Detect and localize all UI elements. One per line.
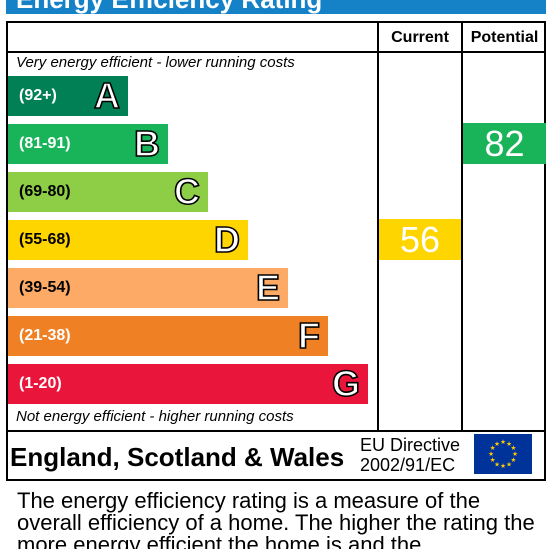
band-a: (92+) A	[8, 74, 128, 117]
band-range-label: (55-68)	[19, 231, 71, 248]
eu-star-icon: ★	[506, 440, 512, 448]
band-letter: C	[173, 170, 201, 213]
eu-star-icon: ★	[512, 450, 518, 458]
note-bottom: Not energy efficient - higher running co…	[16, 408, 294, 425]
footer-divider	[8, 430, 546, 432]
eu-star-icon: ★	[510, 456, 516, 464]
directive-line-2: 2002/91/EC	[360, 455, 456, 475]
band-letter: B	[133, 122, 161, 165]
eu-star-icon: ★	[494, 461, 500, 469]
note-top: Very energy efficient - lower running co…	[16, 54, 295, 71]
band-range-label: (92+)	[19, 87, 57, 104]
band-range-label: (39-54)	[19, 279, 71, 296]
band-range-label: (21-38)	[19, 327, 71, 344]
current-column-divider	[377, 23, 379, 432]
band-range-label: (81-91)	[19, 135, 71, 152]
eu-star-icon: ★	[490, 456, 496, 464]
eu-star-icon: ★	[500, 462, 506, 470]
band-d: (55-68) D	[8, 218, 248, 261]
band-e: (39-54) E	[8, 266, 288, 309]
header-current: Current	[391, 29, 449, 46]
score-potential: 82	[463, 123, 546, 164]
potential-column-divider	[461, 23, 463, 432]
band-g: (1-20) G	[8, 362, 368, 405]
band-letter: F	[297, 314, 321, 357]
band-c: (69-80) C	[8, 170, 208, 213]
eu-directive: EU Directive 2002/91/EC	[360, 435, 460, 475]
score-current: 56	[379, 219, 461, 260]
band-b: (81-91) B	[8, 122, 168, 165]
band-range-label: (69-80)	[19, 183, 71, 200]
rating-table: Current Potential Very energy efficient …	[6, 21, 546, 481]
eu-star-icon: ★	[500, 438, 506, 446]
eu-flag-background	[474, 434, 532, 474]
band-letter: A	[93, 74, 121, 117]
page-title: Energy Efficiency Rating	[6, 0, 546, 14]
directive-line-1: EU Directive	[360, 435, 461, 455]
eu-star-icon: ★	[506, 461, 512, 469]
band-letter: D	[213, 218, 241, 261]
region-label: England, Scotland & Wales	[10, 442, 345, 472]
band-f: (21-38) F	[8, 314, 328, 357]
description-text: The energy efficiency rating is a measur…	[17, 488, 535, 549]
header-potential: Potential	[470, 29, 539, 46]
band-letter: E	[255, 266, 281, 309]
eu-star-icon: ★	[488, 450, 494, 458]
band-range-label: (1-20)	[19, 375, 62, 392]
header-divider	[8, 51, 546, 53]
eu-star-icon: ★	[490, 444, 496, 452]
eu-flag-icon: ★ ★★★★★★★★★★★	[474, 434, 532, 474]
band-letter: G	[331, 362, 361, 405]
eu-star-icon: ★	[494, 440, 500, 448]
eu-flag-stars: ★ ★★★★★★★★★★★	[488, 438, 518, 470]
eu-star-icon: ★	[510, 444, 516, 452]
